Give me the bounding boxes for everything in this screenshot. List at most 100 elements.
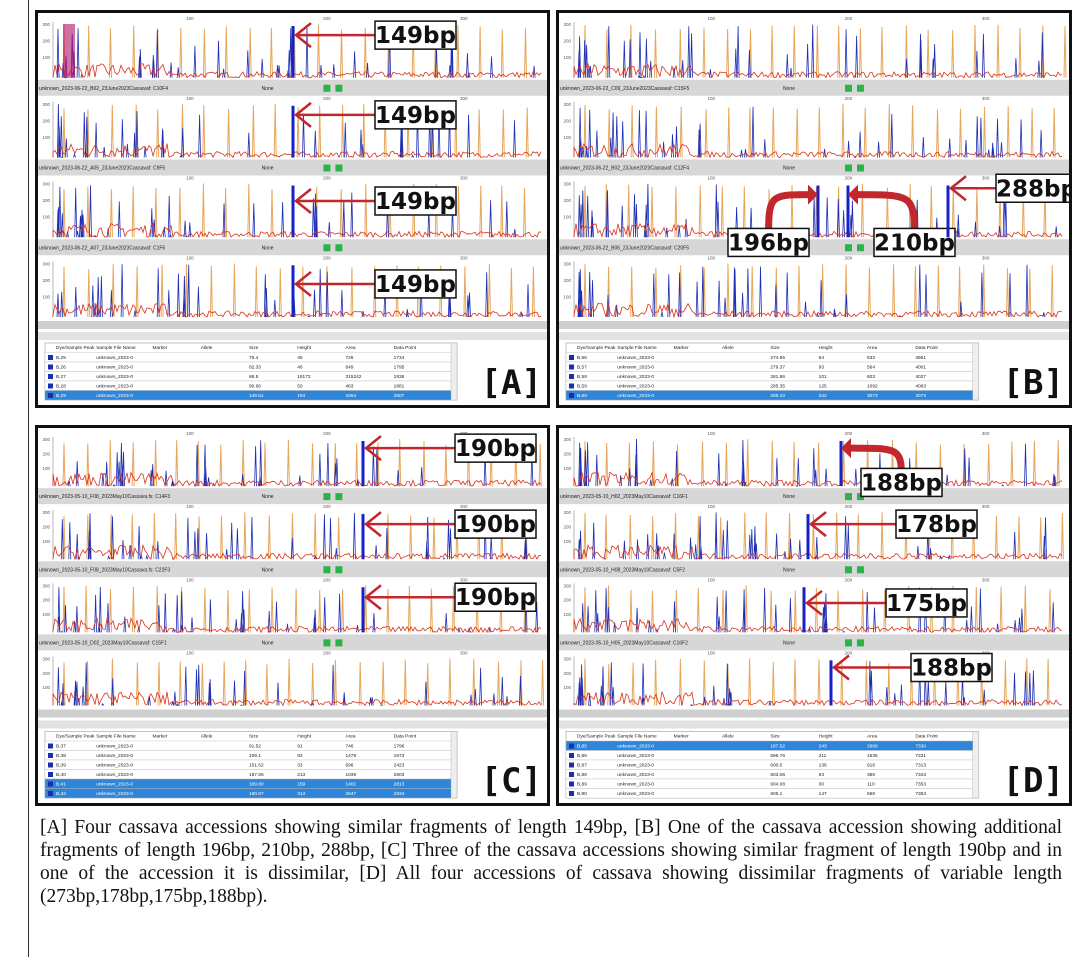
table-cell: 33	[297, 763, 303, 769]
ruler-label: 300	[982, 577, 990, 582]
ruler-label: 200	[323, 577, 331, 582]
status-icon	[323, 639, 330, 646]
panel-label: [D]	[1003, 761, 1064, 801]
y-tick-label: 200	[42, 118, 50, 123]
table-header: Dye/Sample Peak	[56, 345, 95, 351]
status-icon	[335, 639, 342, 646]
ruler-label: 100	[707, 176, 715, 181]
table-header: Data Point	[394, 345, 417, 351]
table-cell: 30	[819, 782, 825, 788]
ruler-label: 200	[323, 504, 331, 509]
annotation-label: 196bp	[728, 230, 809, 256]
gray-bar	[556, 721, 1072, 729]
table-cell: 916	[867, 763, 875, 769]
table-cell: B,87	[577, 763, 587, 769]
table-cell: 7330	[915, 744, 926, 750]
status-icon	[335, 85, 342, 92]
table-cell: 596.76	[770, 753, 785, 759]
status-icon	[323, 566, 330, 573]
file-status: None	[262, 86, 274, 92]
y-tick-label: 300	[563, 102, 571, 107]
file-status: None	[783, 567, 795, 573]
table-cell: unknown_2023-0	[96, 384, 133, 390]
ruler-label: 300	[460, 176, 468, 181]
y-tick-label: 200	[563, 451, 571, 456]
table-header: Size	[770, 734, 780, 740]
annotation-label: 190bp	[455, 512, 536, 538]
status-icon	[845, 165, 852, 172]
ruler-label: 300	[982, 431, 990, 436]
file-name: unknown_2023-06-22_A07_23June2023Cassava…	[39, 245, 165, 251]
table-cell: 1039	[345, 772, 356, 778]
table-cell: 243	[819, 744, 827, 750]
y-tick-label: 200	[563, 39, 571, 44]
y-tick-label: 300	[42, 102, 50, 107]
dye-swatch	[48, 791, 53, 796]
table-cell: 190.87	[249, 791, 264, 797]
panel: 100 200 300 300 200 100 unknown_2023-05-10_H02…	[556, 425, 1072, 806]
annotation-label: 190bp	[455, 436, 536, 462]
gray-bar	[556, 710, 1072, 718]
table-cell: 342	[819, 393, 827, 399]
scrollbar	[451, 343, 457, 400]
table-cell: 281.86	[770, 374, 785, 380]
table-cell: B,27	[56, 374, 66, 380]
table-cell: 91	[297, 744, 303, 750]
ruler-label: 100	[186, 431, 194, 436]
table-cell: 2647	[345, 791, 356, 797]
table-cell: 4001	[915, 365, 926, 371]
dye-swatch	[569, 384, 574, 389]
file-status: None	[783, 86, 795, 92]
ruler-label: 300	[460, 650, 468, 655]
ruler-label: 300	[982, 96, 990, 101]
dye-swatch	[48, 374, 53, 379]
ruler-label: 100	[707, 577, 715, 582]
table-header: Height	[819, 345, 834, 351]
table-cell: B,28	[56, 384, 66, 390]
annotation-label: 149bp	[375, 103, 456, 129]
ruler-label: 200	[845, 650, 853, 655]
ruler-label: 200	[323, 255, 331, 260]
ruler-label: 300	[982, 255, 990, 260]
table-cell: 194	[297, 393, 305, 399]
table-cell: 388	[867, 772, 875, 778]
ruler-label: 100	[186, 16, 194, 21]
ruler-label: 300	[460, 96, 468, 101]
file-status: None	[262, 494, 274, 500]
table-cell: unknown_2023-0	[96, 365, 133, 371]
table-cell: B,29	[56, 393, 66, 399]
y-tick-label: 200	[563, 118, 571, 123]
ruler-label: 200	[323, 96, 331, 101]
ruler-label: 300	[460, 16, 468, 21]
y-tick-label: 100	[563, 466, 571, 471]
table-cell: B,37	[56, 744, 66, 750]
status-icon	[335, 244, 342, 251]
status-icon	[335, 493, 342, 500]
status-icon	[845, 244, 852, 251]
table-header: Area	[345, 345, 355, 351]
table-cell: 159	[297, 782, 305, 788]
table-header: Height	[297, 345, 312, 351]
table-header: Height	[819, 734, 834, 740]
status-icon	[323, 85, 330, 92]
y-tick-label: 300	[563, 510, 571, 515]
y-tick-label: 300	[563, 182, 571, 187]
table-cell: 2813	[394, 782, 405, 788]
table-cell: unknown_2023-0	[617, 744, 654, 750]
y-tick-label: 300	[42, 182, 50, 187]
table-cell: unknown_2023-0	[617, 782, 654, 788]
table-header: Allele	[722, 734, 734, 740]
ruler-label: 200	[323, 16, 331, 21]
table-cell: 285.35	[770, 384, 785, 390]
y-tick-label: 200	[563, 278, 571, 283]
file-name: unknown_2023-05-10_H02_2023May10Cassavaf…	[560, 494, 688, 500]
table-cell: 46	[297, 365, 303, 371]
dye-swatch	[48, 763, 53, 768]
table-cell: unknown_2023-0	[96, 374, 133, 380]
ruler-label: 300	[460, 577, 468, 582]
table-cell: 109.1	[249, 753, 261, 759]
gray-bar	[35, 321, 550, 329]
table-cell: 86.5	[249, 374, 259, 380]
table-cell: 564	[867, 365, 875, 371]
